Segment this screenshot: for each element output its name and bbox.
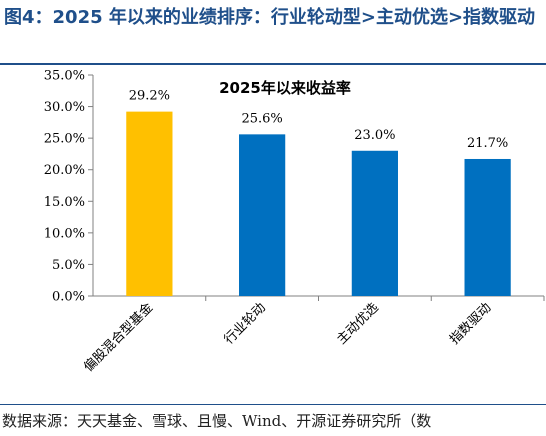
bar-4 xyxy=(464,158,511,296)
y-tick-label: 25.0% xyxy=(44,132,85,147)
y-tick-label: 5.0% xyxy=(52,258,85,273)
figure-title: 图4：2025 年以来的业绩排序：行业轮动型>主动优选>指数驱动 xyxy=(4,7,536,28)
y-tick-label: 0.0% xyxy=(52,290,85,305)
chart-data-labels: 29.2% 25.6% 23.0% 21.7% xyxy=(129,89,509,151)
chart-container: 0.0% 5.0% 10.0% 15.0% 20.0% 25.0% 30.0% 35.0% 偏股… xyxy=(0,65,546,404)
chart-bars xyxy=(126,111,511,296)
data-label: 23.0% xyxy=(354,128,395,143)
data-label: 25.6% xyxy=(241,111,282,126)
source-note: 数据来源：天天基金、雪球、且慢、Wind、开源证券研究所（数 xyxy=(2,412,432,430)
y-tick-label: 15.0% xyxy=(44,195,85,210)
chart-title: 2025年以来收益率 xyxy=(219,79,351,97)
y-tick-label: 10.0% xyxy=(44,226,85,241)
category-label: 偏股混合型基金 xyxy=(81,300,157,376)
bar-3 xyxy=(351,150,398,296)
source-divider xyxy=(0,404,546,405)
data-label: 21.7% xyxy=(467,136,508,151)
bar-2 xyxy=(239,134,286,296)
category-label: 主动优选 xyxy=(334,300,381,347)
data-label: 29.2% xyxy=(129,89,170,104)
title-divider xyxy=(0,63,546,65)
category-label: 行业轮动 xyxy=(222,300,269,347)
bar-chart: 0.0% 5.0% 10.0% 15.0% 20.0% 25.0% 30.0% 35.0% 偏股… xyxy=(44,69,545,376)
category-label: 指数驱动 xyxy=(447,300,494,347)
y-tick-label: 35.0% xyxy=(44,69,85,84)
y-tick-label: 30.0% xyxy=(44,100,85,115)
bar-1 xyxy=(126,111,173,296)
y-tick-label: 20.0% xyxy=(44,163,85,178)
